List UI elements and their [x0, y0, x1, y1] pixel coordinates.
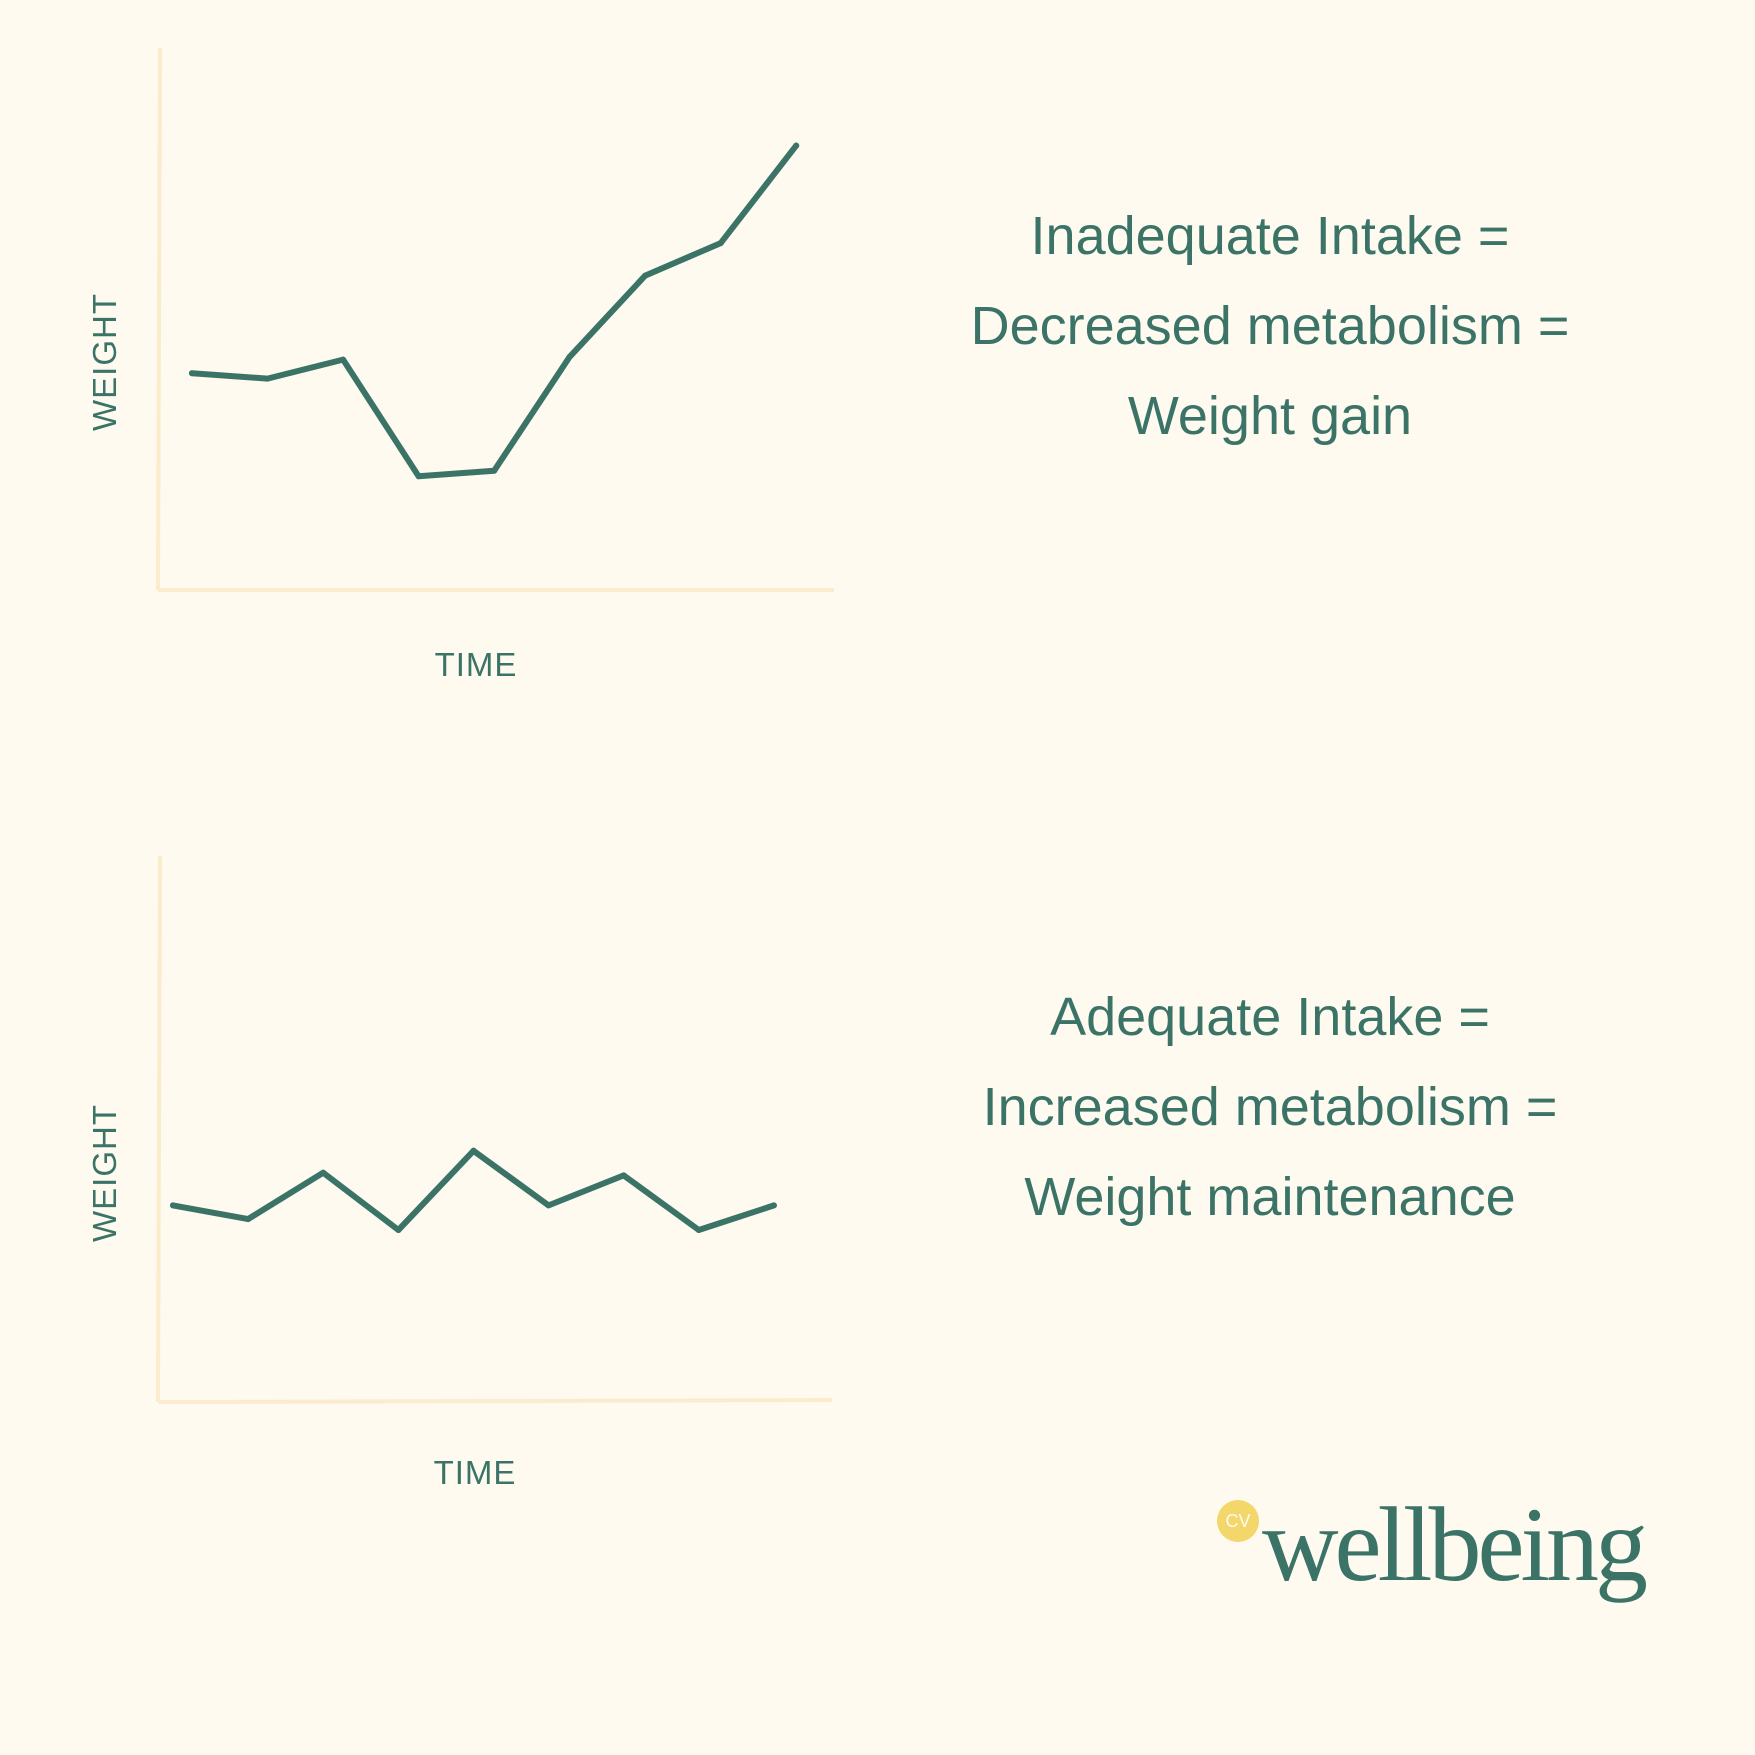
logo-badge: CV [1217, 1500, 1259, 1542]
data-point [395, 1227, 402, 1233]
y-axis-line [156, 47, 162, 591]
y-axis-line [156, 855, 162, 1403]
statement-inadequate-intake: Inadequate Intake = Decreased metabolism… [880, 191, 1660, 461]
data-point [320, 1169, 327, 1176]
statement-adequate-intake: Adequate Intake = Increased metabolism =… [880, 972, 1660, 1242]
statement-line: Adequate Intake = [1050, 987, 1490, 1047]
cv-wellbeing-logo: CV wellbeing [1212, 1480, 1648, 1610]
weight-line [170, 1147, 777, 1233]
data-point [245, 1216, 252, 1223]
data-point [189, 370, 195, 377]
logo-wordmark: wellbeing [1262, 1486, 1648, 1603]
data-point [415, 473, 422, 480]
statement-line: Increased metabolism = [982, 1077, 1558, 1137]
statement-line: Inadequate Intake = [1030, 206, 1510, 266]
weight-chart-adequate: WEIGHT TIME [86, 855, 833, 1491]
data-point [470, 1147, 477, 1154]
statement-line: Weight gain [1127, 386, 1413, 446]
data-point [695, 1227, 702, 1233]
data-point [770, 1202, 777, 1209]
data-point [642, 272, 649, 279]
weight-chart-inadequate: WEIGHT TIME [86, 47, 834, 683]
statement-line: Decreased metabolism = [970, 296, 1570, 356]
data-point [566, 353, 573, 360]
y-axis-label: WEIGHT [86, 1104, 123, 1242]
data-point [340, 356, 347, 363]
weight-line [189, 142, 800, 480]
data-point [545, 1202, 552, 1209]
data-point [620, 1172, 627, 1179]
statement-line: Weight maintenance [1024, 1167, 1516, 1227]
y-axis-label: WEIGHT [86, 293, 123, 431]
x-axis-line [157, 1398, 833, 1404]
x-axis-label: TIME [435, 646, 518, 683]
data-point [491, 467, 498, 474]
data-point [793, 142, 800, 149]
data-point [264, 375, 271, 382]
x-axis-label: TIME [434, 1454, 517, 1491]
data-point [717, 240, 724, 247]
data-point [170, 1202, 176, 1209]
